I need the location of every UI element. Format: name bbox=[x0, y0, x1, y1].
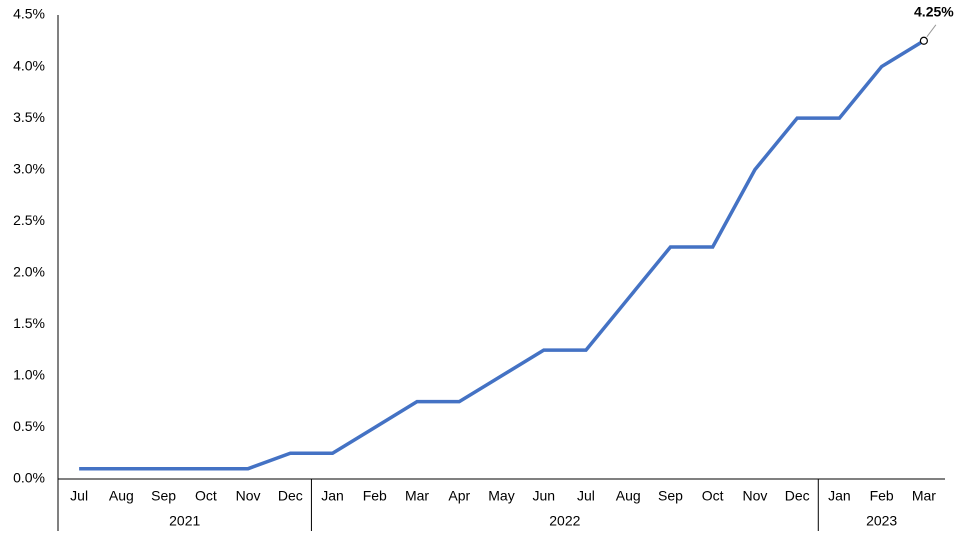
x-tick-label: Oct bbox=[702, 488, 724, 504]
x-tick-label: Aug bbox=[616, 488, 641, 504]
leader-line bbox=[926, 24, 937, 38]
group-label: 2021 bbox=[169, 513, 200, 529]
x-tick-label: Mar bbox=[405, 488, 429, 504]
x-tick-label: Jan bbox=[828, 488, 851, 504]
group-label: 2023 bbox=[866, 513, 897, 529]
y-tick-label: 0.5% bbox=[13, 418, 45, 434]
y-tick-label: 1.5% bbox=[13, 315, 45, 331]
group-label: 2022 bbox=[549, 513, 580, 529]
x-tick-label: Jul bbox=[70, 488, 88, 504]
x-tick-label: Dec bbox=[278, 488, 303, 504]
x-tick-label: Nov bbox=[236, 488, 261, 504]
x-tick-label: Apr bbox=[448, 488, 470, 504]
y-tick-label: 2.5% bbox=[13, 212, 45, 228]
x-tick-label: Jul bbox=[577, 488, 595, 504]
data-line bbox=[79, 39, 925, 471]
x-tick-label: Nov bbox=[742, 488, 767, 504]
y-tick-label: 1.0% bbox=[13, 367, 45, 383]
y-tick-label: 3.0% bbox=[13, 160, 45, 176]
x-tick-label: Jan bbox=[321, 488, 344, 504]
data-label: 4.25% bbox=[914, 3, 954, 19]
x-tick-label: Oct bbox=[195, 488, 217, 504]
y-tick-label: 4.5% bbox=[13, 6, 45, 22]
x-tick-label: Sep bbox=[658, 488, 683, 504]
y-tick-label: 4.0% bbox=[13, 57, 45, 73]
x-tick-label: Aug bbox=[109, 488, 134, 504]
data-point-marker bbox=[919, 36, 928, 45]
x-tick-label: Dec bbox=[785, 488, 810, 504]
x-tick-label: Sep bbox=[151, 488, 176, 504]
x-tick-label: Jun bbox=[532, 488, 555, 504]
x-tick-label: Feb bbox=[363, 488, 387, 504]
x-tick-label: Feb bbox=[870, 488, 894, 504]
y-tick-label: 3.5% bbox=[13, 109, 45, 125]
x-tick-label: May bbox=[488, 488, 514, 504]
y-tick-label: 0.0% bbox=[13, 470, 45, 486]
y-tick-label: 2.0% bbox=[13, 263, 45, 279]
x-tick-label: Mar bbox=[912, 488, 936, 504]
